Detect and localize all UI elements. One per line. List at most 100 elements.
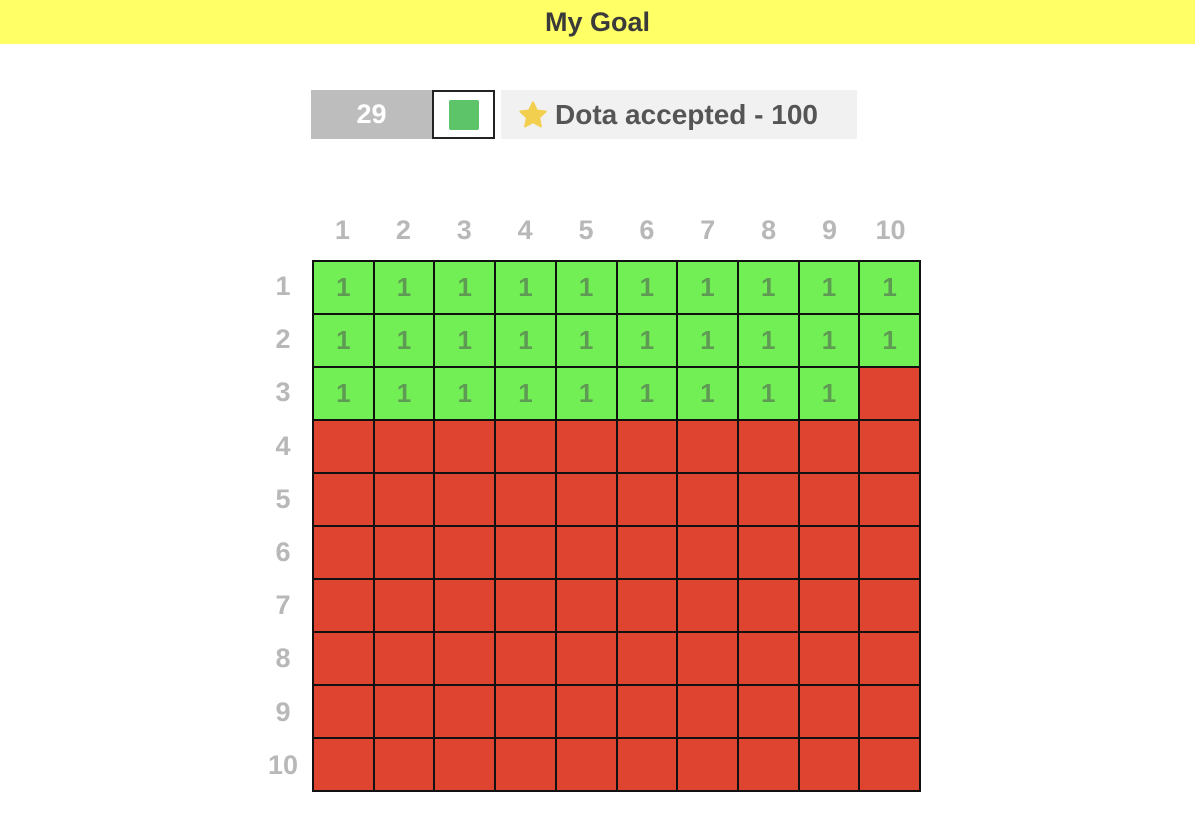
grid-cell-empty[interactable] (799, 474, 859, 525)
grid-cell-empty[interactable] (738, 739, 798, 790)
grid-cell-empty[interactable] (860, 633, 919, 684)
grid-cell-empty[interactable] (799, 580, 859, 631)
grid-cell-empty[interactable] (496, 686, 555, 737)
grid-cell-filled[interactable]: 1 (556, 368, 616, 419)
grid-cell-filled[interactable]: 1 (860, 262, 919, 313)
grid-cell-empty[interactable] (496, 421, 555, 472)
grid-cell-filled[interactable]: 1 (799, 368, 859, 419)
grid-cell-filled[interactable]: 1 (860, 315, 919, 366)
grid-cell-empty[interactable] (314, 580, 373, 631)
grid-cell-filled[interactable]: 1 (374, 262, 434, 313)
grid-cell-filled[interactable]: 1 (617, 368, 677, 419)
grid-cell-empty[interactable] (678, 739, 737, 790)
grid-cell-empty[interactable] (799, 686, 859, 737)
grid-cell-empty[interactable] (374, 633, 434, 684)
grid-cell-empty[interactable] (374, 580, 434, 631)
grid-cell-filled[interactable]: 1 (617, 262, 677, 313)
grid-cell-empty[interactable] (314, 739, 373, 790)
grid-cell-empty[interactable] (496, 474, 555, 525)
grid-cell-empty[interactable] (678, 421, 737, 472)
grid-cell-filled[interactable]: 1 (314, 368, 373, 419)
grid-cell-empty[interactable] (556, 421, 616, 472)
grid-cell-empty[interactable] (678, 527, 737, 578)
grid-cell-filled[interactable]: 1 (799, 262, 859, 313)
grid-cell-empty[interactable] (556, 739, 616, 790)
grid-cell-empty[interactable] (860, 421, 919, 472)
grid-cell-empty[interactable] (678, 474, 737, 525)
grid-cell-empty[interactable] (314, 421, 373, 472)
grid-cell-filled[interactable]: 1 (435, 262, 495, 313)
grid-cell-empty[interactable] (496, 580, 555, 631)
grid-cell-empty[interactable] (314, 474, 373, 525)
grid-cell-filled[interactable]: 1 (435, 315, 495, 366)
grid-cell-empty[interactable] (496, 633, 555, 684)
grid-cell-empty[interactable] (860, 739, 919, 790)
grid-cell-empty[interactable] (738, 527, 798, 578)
grid-cell-filled[interactable]: 1 (314, 262, 373, 313)
grid-cell-empty[interactable] (435, 527, 495, 578)
grid-cell-filled[interactable]: 1 (738, 262, 798, 313)
grid-cell-empty[interactable] (435, 686, 495, 737)
grid-cell-empty[interactable] (617, 580, 677, 631)
grid-cell-empty[interactable] (556, 686, 616, 737)
grid-cell-empty[interactable] (496, 739, 555, 790)
grid-cell-empty[interactable] (556, 633, 616, 684)
grid-cell-empty[interactable] (314, 633, 373, 684)
grid-cell-filled[interactable]: 1 (496, 262, 555, 313)
grid-cell-empty[interactable] (738, 580, 798, 631)
grid-cell-filled[interactable]: 1 (799, 315, 859, 366)
grid-cell-empty[interactable] (799, 421, 859, 472)
grid-cell-filled[interactable]: 1 (617, 315, 677, 366)
grid-cell-empty[interactable] (314, 527, 373, 578)
grid-cell-empty[interactable] (556, 474, 616, 525)
grid-cell-filled[interactable]: 1 (374, 315, 434, 366)
grid-cell-empty[interactable] (435, 739, 495, 790)
grid-cell-empty[interactable] (374, 474, 434, 525)
grid-cell-empty[interactable] (860, 580, 919, 631)
grid-cell-empty[interactable] (678, 633, 737, 684)
grid-cell-empty[interactable] (617, 474, 677, 525)
grid-cell-filled[interactable]: 1 (678, 262, 737, 313)
grid-cell-filled[interactable]: 1 (678, 315, 737, 366)
grid-cell-empty[interactable] (435, 580, 495, 631)
grid-cell-empty[interactable] (374, 686, 434, 737)
grid-cell-empty[interactable] (374, 739, 434, 790)
grid-cell-filled[interactable]: 1 (435, 368, 495, 419)
grid-cell-empty[interactable] (738, 686, 798, 737)
grid-cell-empty[interactable] (799, 739, 859, 790)
grid-cell-filled[interactable]: 1 (556, 262, 616, 313)
grid-cell-empty[interactable] (374, 421, 434, 472)
grid-cell-filled[interactable]: 1 (496, 368, 555, 419)
grid-cell-filled[interactable]: 1 (678, 368, 737, 419)
grid-cell-empty[interactable] (617, 633, 677, 684)
grid-cell-empty[interactable] (738, 474, 798, 525)
grid-cell-empty[interactable] (617, 739, 677, 790)
grid-cell-filled[interactable]: 1 (738, 315, 798, 366)
grid-cell-empty[interactable] (617, 527, 677, 578)
grid-cell-empty[interactable] (617, 686, 677, 737)
color-swatch-button[interactable] (432, 90, 495, 139)
grid-cell-empty[interactable] (556, 580, 616, 631)
grid-cell-empty[interactable] (496, 527, 555, 578)
grid-cell-empty[interactable] (860, 474, 919, 525)
grid-cell-filled[interactable]: 1 (314, 315, 373, 366)
grid-cell-empty[interactable] (314, 686, 373, 737)
grid-cell-empty[interactable] (678, 686, 737, 737)
grid-cell-empty[interactable] (860, 686, 919, 737)
grid-cell-empty[interactable] (738, 633, 798, 684)
grid-cell-empty[interactable] (556, 527, 616, 578)
grid-cell-empty[interactable] (860, 368, 919, 419)
grid-cell-empty[interactable] (738, 421, 798, 472)
grid-cell-empty[interactable] (799, 633, 859, 684)
grid-cell-filled[interactable]: 1 (556, 315, 616, 366)
grid-cell-empty[interactable] (617, 421, 677, 472)
grid-cell-empty[interactable] (435, 421, 495, 472)
grid-cell-filled[interactable]: 1 (374, 368, 434, 419)
grid-cell-empty[interactable] (799, 527, 859, 578)
grid-cell-empty[interactable] (435, 633, 495, 684)
grid-cell-empty[interactable] (374, 527, 434, 578)
grid-cell-filled[interactable]: 1 (738, 368, 798, 419)
grid-cell-filled[interactable]: 1 (496, 315, 555, 366)
grid-cell-empty[interactable] (678, 580, 737, 631)
grid-cell-empty[interactable] (860, 527, 919, 578)
